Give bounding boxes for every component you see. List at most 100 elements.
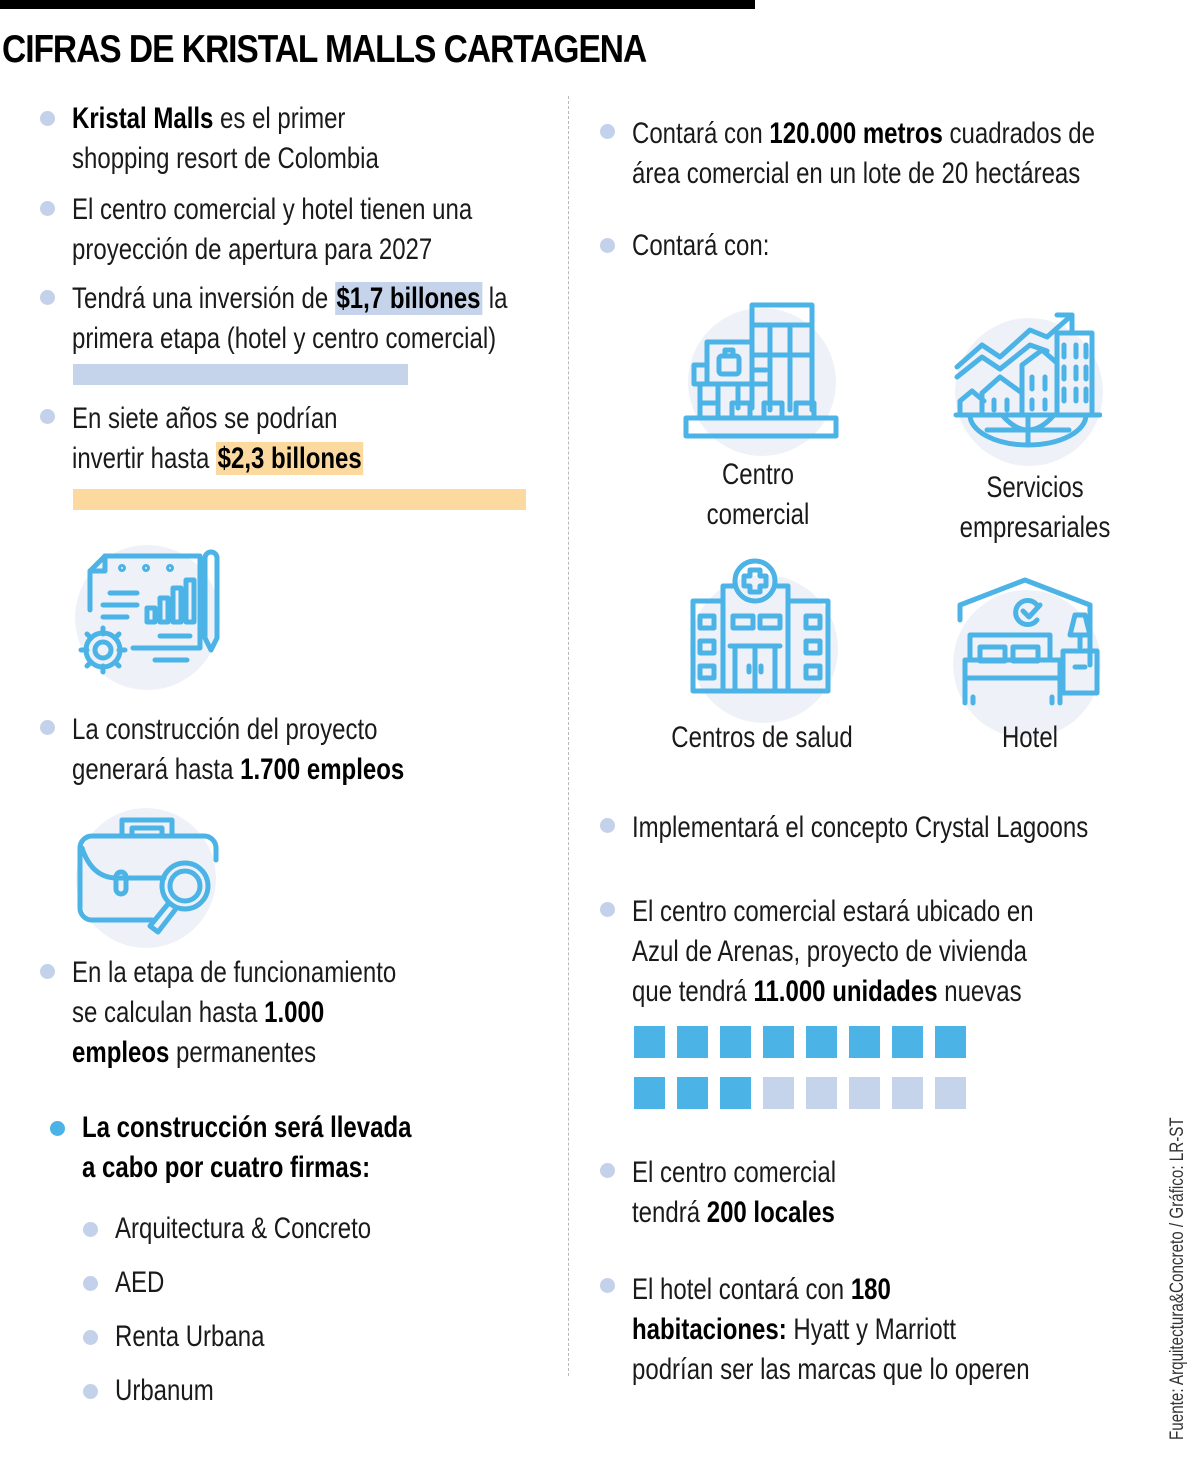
unit-square-empty — [806, 1077, 837, 1109]
text: comercial — [706, 498, 810, 531]
unit-square-filled — [763, 1026, 794, 1058]
firm-item: AED — [115, 1266, 165, 1299]
housing-units-squares — [634, 1026, 966, 1128]
bullet — [40, 290, 55, 305]
fact-stores: El centro comercial tendrá 200 locales — [632, 1153, 836, 1233]
amenity-label-health: Centros de salud — [671, 721, 853, 754]
bullet — [40, 720, 55, 735]
briefcase-search-icon — [72, 808, 232, 938]
text: tendrá — [632, 1196, 707, 1229]
bullet — [600, 124, 615, 139]
text: la — [482, 282, 508, 315]
unit-square-filled — [634, 1026, 665, 1058]
firms-heading: La construcción será llevada a cabo por … — [82, 1108, 411, 1188]
text: En la etapa de funcionamiento — [72, 956, 397, 989]
squares-row — [634, 1077, 966, 1109]
bullet — [40, 964, 55, 979]
firm-item: Arquitectura & Concreto — [115, 1212, 372, 1245]
bold-text: 200 locales — [706, 1196, 835, 1229]
fact-operation-jobs: En la etapa de funcionamiento se calcula… — [72, 953, 396, 1073]
bullet — [83, 1222, 98, 1237]
highlight-amount: $1,7 billones — [334, 282, 483, 315]
bullet — [600, 1278, 615, 1293]
text: Contará con — [632, 117, 770, 150]
page-title: CIFRAS DE KRISTAL MALLS CARTAGENA — [2, 28, 647, 71]
text: permanentes — [169, 1036, 317, 1069]
bullet — [83, 1330, 98, 1345]
text: a cabo por cuatro firmas: — [82, 1151, 371, 1184]
unit-square-filled — [806, 1026, 837, 1058]
fact-location: El centro comercial estará ubicado en Az… — [632, 892, 1034, 1012]
text: que tendrá — [632, 975, 754, 1008]
text: El centro comercial — [632, 1156, 837, 1189]
unit-square-filled — [849, 1026, 880, 1058]
text: es el primer — [213, 102, 346, 135]
text: Azul de Arenas, proyecto de vivienda — [632, 935, 1027, 968]
text: Centro — [721, 458, 795, 491]
text: En siete años se podrían — [72, 402, 338, 435]
bold-text: 180 — [850, 1273, 891, 1306]
unit-square-filled — [935, 1026, 966, 1058]
unit-square-empty — [892, 1077, 923, 1109]
hotel-bed-icon — [955, 575, 1100, 710]
bullet-accent — [50, 1121, 65, 1136]
bold-text: 120.000 metros — [769, 117, 943, 150]
unit-square-filled — [677, 1026, 708, 1058]
bullet — [40, 201, 55, 216]
text: nuevas — [937, 975, 1022, 1008]
text: Hyatt y Marriott — [786, 1313, 957, 1346]
text: empresariales — [959, 511, 1111, 544]
text: primera etapa (hotel y centro comercial) — [72, 322, 497, 355]
fact-hotel-rooms: El hotel contará con 180 habitaciones: H… — [632, 1270, 1030, 1390]
firm-item: Urbanum — [115, 1374, 214, 1407]
bold-text: 11.000 unidades — [753, 975, 938, 1008]
unit-square-empty — [849, 1077, 880, 1109]
bullet — [600, 902, 615, 917]
text: Servicios — [986, 471, 1084, 504]
bullet — [83, 1276, 98, 1291]
text: proyección de apertura para 2027 — [72, 233, 433, 266]
text: generará hasta — [72, 753, 241, 786]
unit-square-empty — [935, 1077, 966, 1109]
bold-text: 1.700 empleos — [240, 753, 405, 786]
text: Tendrá una inversión de — [72, 282, 335, 315]
fact-commercial-area: Contará con 120.000 metros cuadrados de … — [632, 114, 1095, 194]
source-credit: Fuente: Arquitectura&Concreto / Gráfico:… — [1167, 1117, 1188, 1440]
fact-investment-first-stage: Tendrá una inversión de $1,7 billones la… — [72, 279, 507, 359]
amenity-label-hotel: Hotel — [1001, 721, 1059, 754]
top-rule — [0, 0, 755, 9]
business-growth-city-icon — [952, 305, 1102, 450]
unit-square-empty — [763, 1077, 794, 1109]
bold-text: Kristal Malls — [72, 102, 214, 135]
investment-bar-2-3 — [73, 489, 526, 510]
bold-text: habitaciones: — [632, 1313, 787, 1346]
text: La construcción del proyecto — [72, 713, 378, 746]
fact-opening-2027: El centro comercial y hotel tienen una p… — [72, 190, 472, 270]
bullet — [83, 1384, 98, 1399]
report-chart-gear-icon — [65, 538, 225, 678]
text: La construcción será llevada — [82, 1111, 412, 1144]
squares-row — [634, 1026, 966, 1058]
highlight-amount: $2,3 billones — [216, 442, 364, 475]
fact-investment-seven-years: En siete años se podrían invertir hasta … — [72, 399, 364, 479]
column-divider — [568, 96, 569, 1376]
firm-item: Renta Urbana — [115, 1320, 265, 1353]
bold-text: empleos — [72, 1036, 170, 1069]
bullet — [600, 1163, 615, 1178]
amenity-label-mall: Centro comercial — [678, 455, 838, 535]
unit-square-filled — [634, 1077, 665, 1109]
hospital-icon — [688, 556, 833, 701]
text: shopping resort de Colombia — [72, 142, 379, 175]
text: área comercial en un lote de 20 hectárea… — [632, 157, 1081, 190]
amenity-label-business: Servicios empresariales — [955, 468, 1115, 548]
shopping-mall-icon — [682, 300, 842, 445]
text: podrían ser las marcas que lo operen — [632, 1353, 1030, 1386]
unit-square-filled — [720, 1026, 751, 1058]
fact-crystal-lagoons: Implementará el concepto Crystal Lagoons — [632, 811, 1089, 844]
text: se calculan hasta — [72, 996, 265, 1029]
text: invertir hasta — [72, 442, 217, 475]
bold-text: 1.000 — [264, 996, 325, 1029]
unit-square-filled — [720, 1077, 751, 1109]
text: cuadrados de — [942, 117, 1095, 150]
fact-first-shopping-resort: Kristal Malls es el primer shopping reso… — [72, 99, 379, 179]
